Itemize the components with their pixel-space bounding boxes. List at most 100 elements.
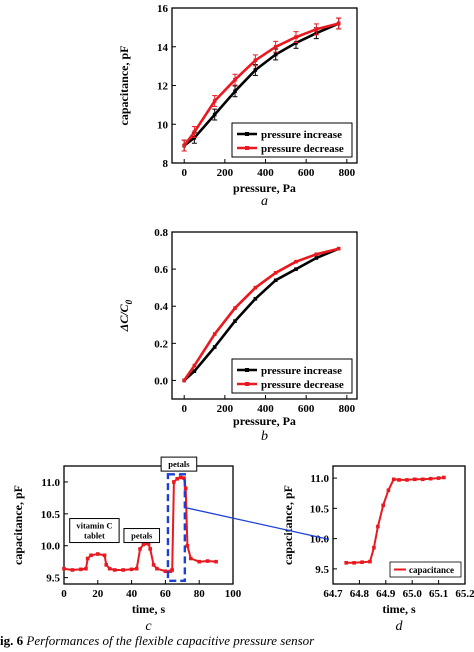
data-point xyxy=(192,369,197,373)
y-tick-label: 11.0 xyxy=(41,477,60,489)
data-point xyxy=(294,267,298,271)
data-point xyxy=(233,77,237,82)
data-point xyxy=(205,559,210,563)
data-point xyxy=(336,21,341,26)
data-point xyxy=(376,524,380,529)
x-tick-label: 64.9 xyxy=(376,588,396,600)
y-tick-label: 10.5 xyxy=(310,503,330,515)
data-point xyxy=(391,477,396,482)
y-tick-label: 0.2 xyxy=(154,338,168,350)
panel-label: d xyxy=(396,619,404,634)
data-point xyxy=(84,566,88,571)
x-tick-label: 60 xyxy=(160,588,172,600)
legend-marker xyxy=(245,382,249,386)
data-point xyxy=(102,553,107,558)
data-point xyxy=(314,252,319,257)
legend-d: capacitance xyxy=(389,561,462,578)
data-point xyxy=(436,476,441,480)
data-point xyxy=(212,99,217,103)
panel-label: c xyxy=(145,619,152,634)
y-tick-label: 11.0 xyxy=(310,473,329,485)
x-tick-label: 400 xyxy=(257,403,274,415)
annotation-box xyxy=(69,518,120,544)
x-tick-label: 200 xyxy=(217,167,234,179)
panel-a: 8 10 12 14 16 0 200 400 600 800 pressure, Pa capaci… xyxy=(117,3,358,209)
x-tick-label: 64.8 xyxy=(350,588,370,600)
x-tick-label: 600 xyxy=(298,403,315,415)
data-point xyxy=(175,476,180,481)
y-axis-label: capacitance, pF xyxy=(117,46,131,126)
data-point xyxy=(121,568,125,572)
data-point xyxy=(163,569,168,574)
y-tick-label: 16 xyxy=(157,3,169,15)
panel-label: a xyxy=(261,194,268,209)
data-point xyxy=(146,542,151,546)
y-tick-label: 12 xyxy=(157,81,169,93)
x-tick-label: 65.1 xyxy=(429,588,448,600)
data-point xyxy=(420,477,425,482)
data-point xyxy=(372,545,376,550)
data-point xyxy=(178,475,183,480)
x-axis-label: time, s xyxy=(382,602,416,616)
y-tick-label: 14 xyxy=(157,42,169,54)
connector-line xyxy=(184,506,330,540)
data-point xyxy=(368,559,372,564)
y-tick-label: 0.6 xyxy=(154,264,168,276)
data-point xyxy=(336,246,341,251)
plot-frame xyxy=(332,465,466,585)
data-point xyxy=(182,143,186,148)
panel-c: 9.5 10.0 10.5 11.0 0 20 40 60 80 100 time, s capaci… xyxy=(11,465,242,634)
y-axis-label: capacitance, pF xyxy=(281,485,295,565)
legend-marker xyxy=(245,132,249,136)
data-point xyxy=(155,566,159,571)
data-point xyxy=(148,547,152,551)
panel-d: 9.510.010.511.064.7 64.8 64.9 65.0 65.1 65.2t… xyxy=(281,465,474,634)
legend-label: capacitance xyxy=(409,565,454,575)
data-point xyxy=(386,488,391,493)
y-tick-label: 10 xyxy=(157,119,169,131)
data-point xyxy=(253,58,258,63)
data-point xyxy=(62,566,66,571)
legend-marker xyxy=(245,368,249,372)
x-tick-label: 100 xyxy=(225,588,242,600)
data-point xyxy=(79,567,83,572)
data-point xyxy=(183,486,188,491)
legend-label: pressure decrease xyxy=(261,143,344,155)
x-tick-label: 600 xyxy=(298,167,315,179)
data-point xyxy=(170,568,174,572)
data-point xyxy=(141,542,146,547)
y-tick-label: 9.5 xyxy=(46,573,60,585)
data-point xyxy=(129,567,134,572)
data-point xyxy=(134,566,139,571)
data-point xyxy=(428,476,433,481)
y-tick-label: 10.0 xyxy=(41,541,61,553)
annotation-text: petals xyxy=(168,459,190,469)
series-pressure-decrease xyxy=(181,17,342,152)
x-tick-label: 64.7 xyxy=(323,588,343,600)
data-point xyxy=(352,561,356,565)
legend-b: pressure increase pressure decrease xyxy=(231,358,353,394)
data-point xyxy=(253,285,258,290)
data-point xyxy=(188,556,193,561)
y-axis-label: ΔC/C0 xyxy=(117,299,134,332)
y-tick-label: 10.5 xyxy=(41,509,61,521)
data-point xyxy=(172,480,176,484)
data-point xyxy=(192,130,197,134)
data-point xyxy=(397,478,401,482)
data-point xyxy=(233,319,237,323)
data-point xyxy=(192,363,197,368)
legend-label: pressure increase xyxy=(261,129,342,141)
y-axis-label-sub: 0 xyxy=(124,299,134,304)
legend-box xyxy=(389,561,462,578)
panel-label: b xyxy=(261,429,268,444)
caption-label: ig. 6 xyxy=(0,633,24,648)
legend-marker xyxy=(245,146,249,150)
data-point xyxy=(273,44,278,49)
y-axis-label: capacitance, pF xyxy=(11,485,25,565)
data-point xyxy=(273,271,278,275)
data-point xyxy=(112,568,117,572)
y-tick-label: 8 xyxy=(163,158,169,170)
plot-frame xyxy=(171,231,358,400)
series-pressure-decrease xyxy=(182,246,341,383)
